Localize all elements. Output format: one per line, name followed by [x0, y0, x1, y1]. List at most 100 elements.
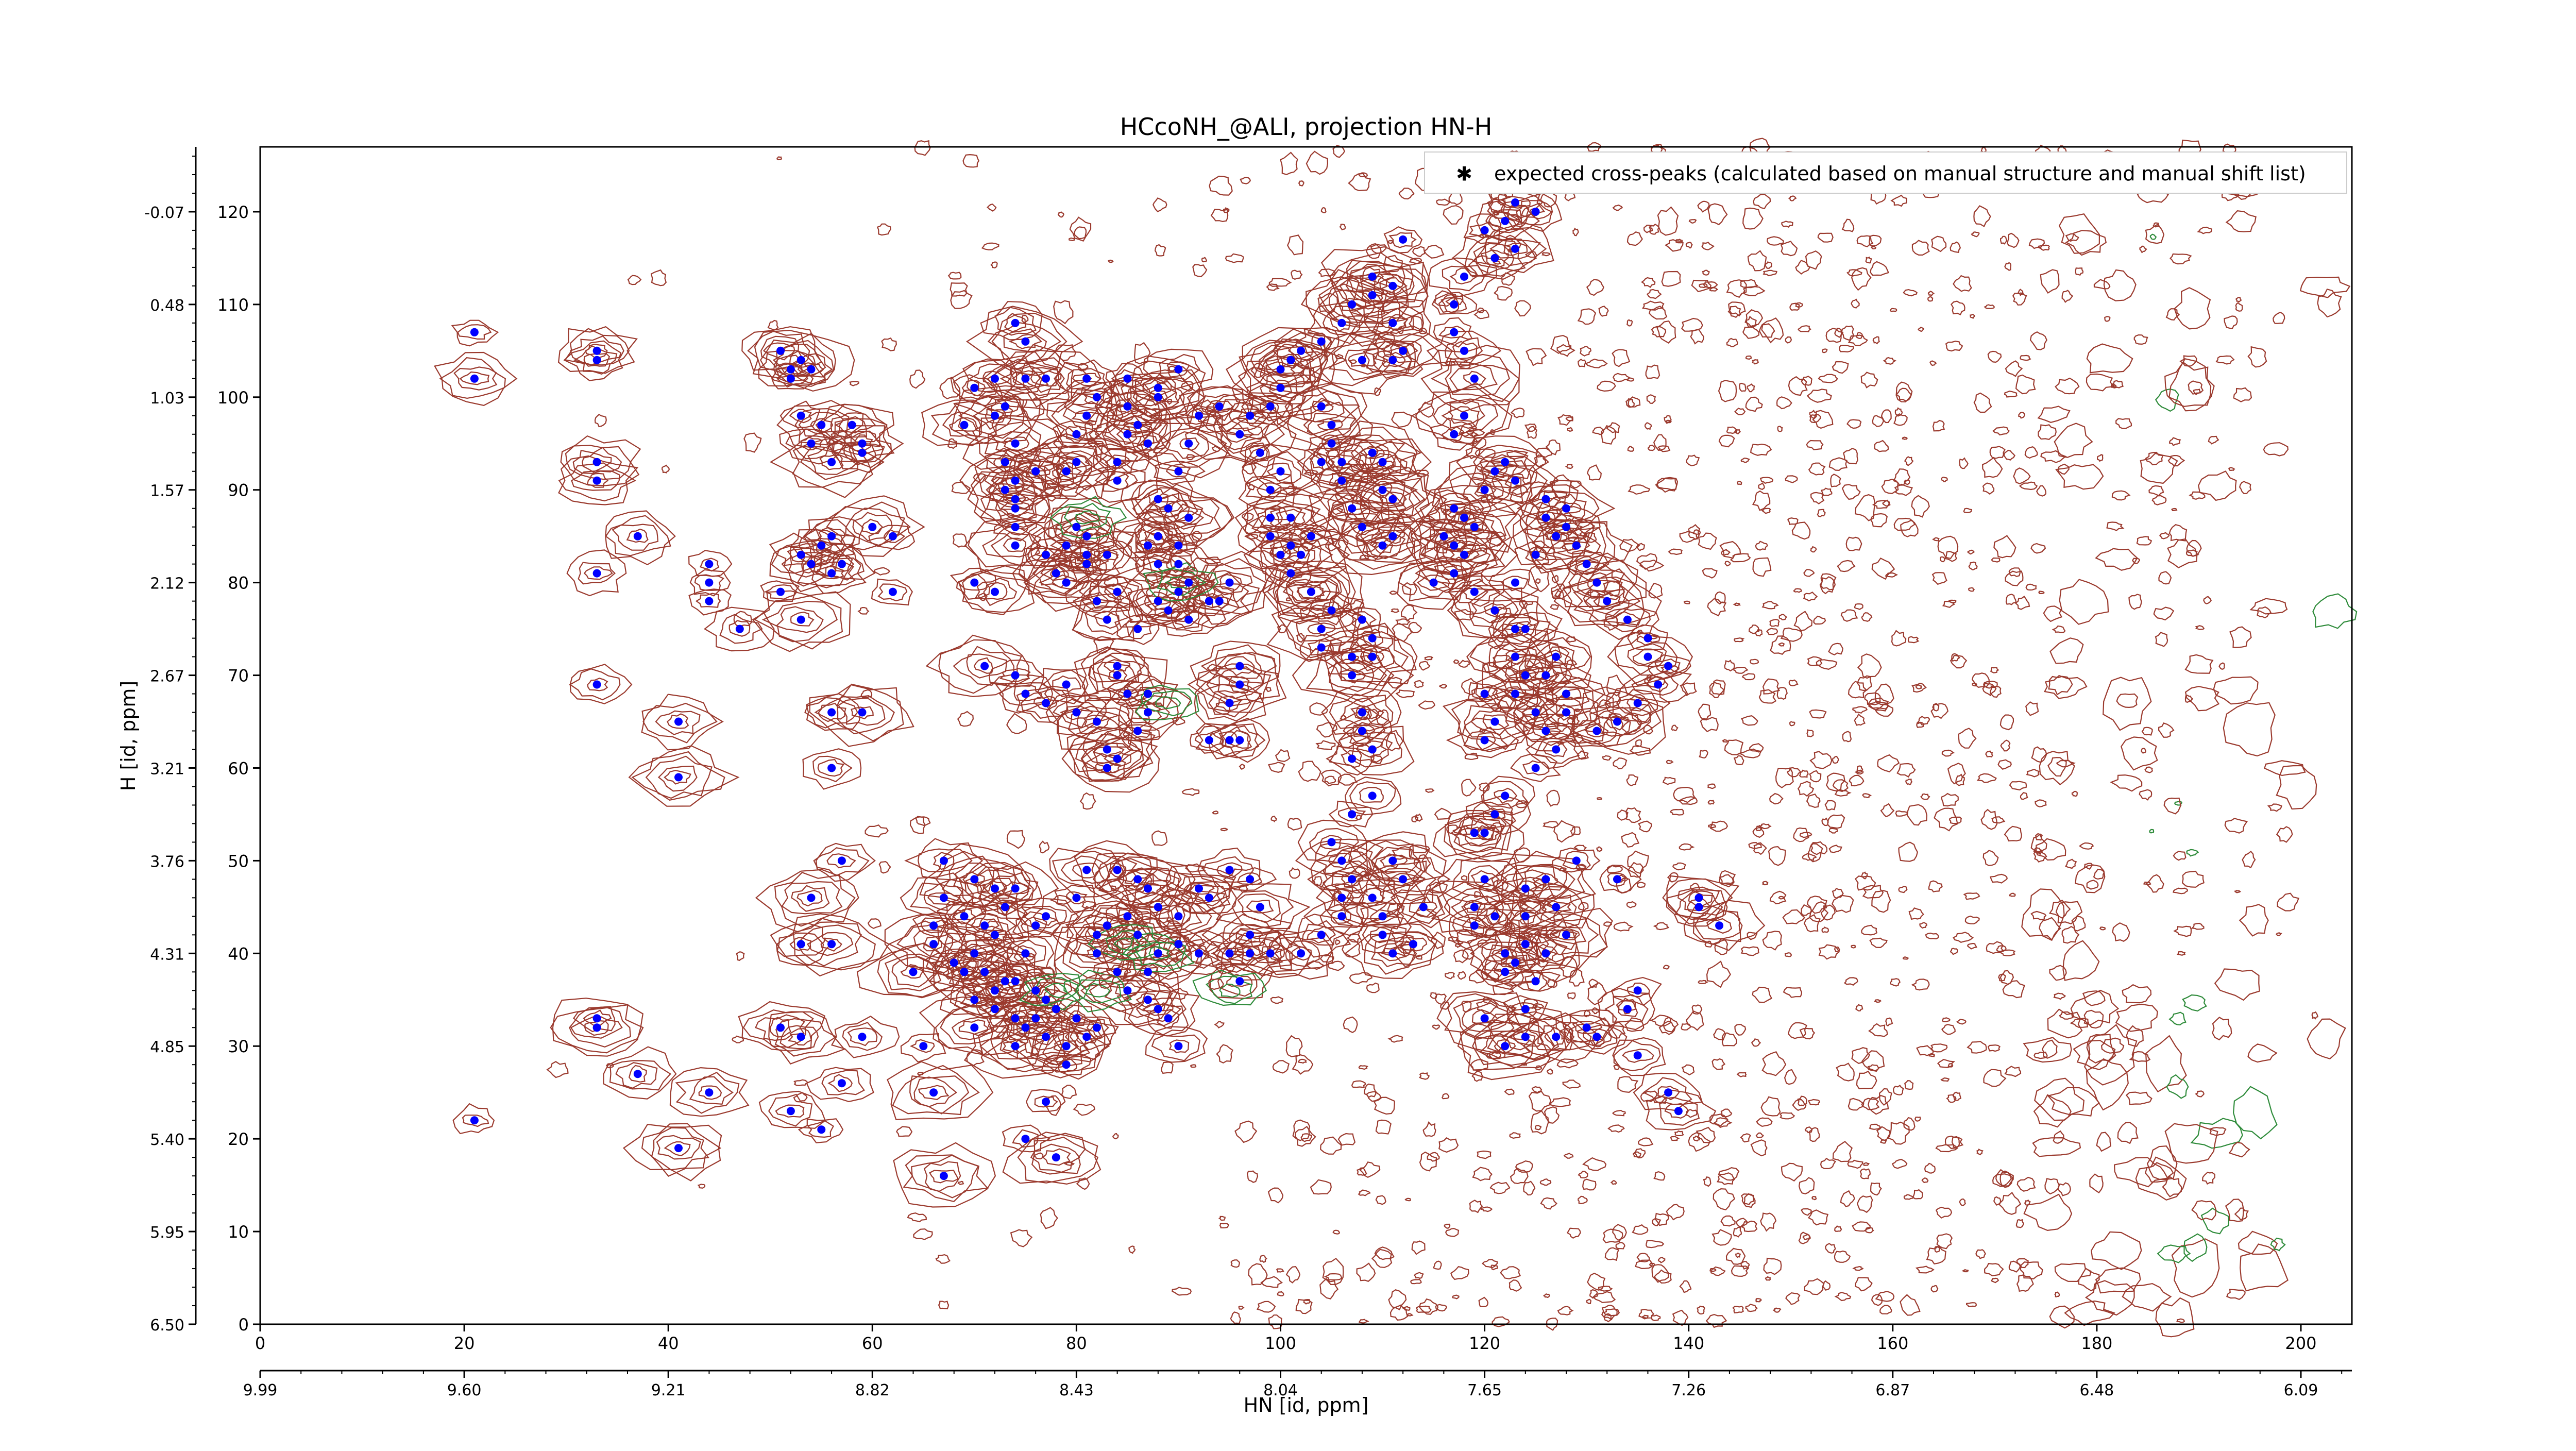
- contour-line: [1307, 850, 1393, 906]
- contour-line: [1940, 1077, 1950, 1082]
- contour-line: [2004, 1066, 2022, 1077]
- peak-marker: [1184, 578, 1193, 587]
- peak-marker: [1368, 791, 1377, 800]
- contour-line: [951, 1017, 992, 1040]
- contour-line: [1927, 296, 1934, 302]
- contour-line: [1411, 815, 1419, 823]
- contour-line: [840, 430, 884, 455]
- contour-line: [1230, 1259, 1240, 1268]
- contour-line: [1472, 444, 1538, 480]
- contour-line: [1645, 422, 1652, 430]
- contour-layer: [434, 138, 2358, 1338]
- contour-line: [1096, 383, 1161, 426]
- contour-line: [2086, 880, 2099, 890]
- contour-line: [1860, 372, 1878, 389]
- contour-line: [1607, 631, 1693, 686]
- contour-line: [1438, 1137, 1459, 1153]
- peak-marker: [1093, 931, 1101, 939]
- contour-line: [842, 1022, 883, 1051]
- contour-line: [1056, 465, 1063, 470]
- contour-line: [1867, 697, 1889, 710]
- contour-line: [1705, 1313, 1727, 1328]
- contour-line: [1113, 937, 1141, 951]
- contour-line: [1279, 564, 1304, 583]
- contour-line: [1982, 850, 1999, 866]
- contour-line: [1361, 628, 1384, 647]
- contour-line: [1351, 736, 1393, 763]
- y-axis-label: H [id, ppm]: [117, 681, 140, 791]
- contour-line: [2139, 245, 2147, 254]
- contour-line: [1066, 714, 1156, 782]
- contour-line: [1012, 441, 1116, 500]
- contour-line: [1003, 537, 1026, 552]
- contour-line: [1442, 264, 1485, 292]
- contour-line: [2086, 343, 2133, 374]
- contour-line: [1142, 1003, 1174, 1016]
- contour-line: [558, 462, 636, 502]
- peak-marker: [1052, 1005, 1060, 1014]
- contour-line: [1622, 1049, 1654, 1063]
- peak-marker: [1174, 912, 1183, 921]
- contour-line: [2276, 932, 2282, 937]
- contour-line: [1089, 973, 1161, 1013]
- contour-line: [785, 428, 831, 460]
- contour-line: [2095, 548, 2138, 571]
- peak-marker: [1246, 931, 1255, 939]
- contour-line: [1468, 969, 1489, 984]
- contour-line: [1366, 1091, 1381, 1102]
- peak-marker: [1297, 550, 1306, 559]
- contour-line: [1736, 1218, 1748, 1228]
- peak-marker: [1235, 430, 1244, 438]
- contour-line: [1881, 479, 1899, 494]
- peak-marker: [1011, 318, 1020, 327]
- contour-line: [1411, 1240, 1426, 1255]
- contour-line: [2122, 984, 2152, 1004]
- contour-line: [1135, 882, 1161, 895]
- x-ppm-tick-label: 8.04: [1263, 1381, 1298, 1399]
- contour-line: [1521, 203, 1553, 220]
- contour-line: [1238, 362, 1313, 415]
- contour-line: [1163, 920, 1183, 935]
- legend-label: expected cross-peaks (calculated based o…: [1494, 162, 2306, 185]
- contour-line: [1449, 364, 1498, 391]
- contour-line: [951, 481, 971, 494]
- contour-line: [1990, 1277, 1999, 1284]
- peak-marker: [1082, 374, 1091, 383]
- contour-line: [909, 816, 926, 834]
- peak-marker: [1490, 606, 1499, 615]
- contour-line: [1309, 702, 1328, 716]
- peak-marker: [919, 1042, 928, 1051]
- contour-line: [1476, 999, 1498, 1015]
- contour-line: [1501, 576, 1529, 592]
- peak-marker: [1174, 560, 1183, 568]
- peak-marker: [1062, 680, 1071, 689]
- contour-line: [1394, 942, 1412, 957]
- contour-line: [761, 600, 838, 643]
- contour-line: [1976, 773, 1997, 783]
- contour-line: [1356, 473, 1405, 504]
- contour-line: [1207, 664, 1225, 672]
- contour-line: [1744, 309, 1764, 328]
- contour-line: [963, 1015, 1066, 1079]
- peak-marker: [1490, 810, 1499, 819]
- contour-line: [1583, 1009, 1591, 1018]
- contour-line: [1973, 205, 1991, 227]
- contour-line: [1372, 331, 1396, 349]
- contour-line: [1797, 325, 1812, 332]
- contour-line: [1571, 686, 1666, 755]
- contour-line: [1607, 1124, 1625, 1133]
- contour-line: [1559, 1027, 1573, 1041]
- y-tick-label: 110: [217, 295, 249, 315]
- peak-marker: [1378, 912, 1387, 921]
- contour-line: [1219, 1223, 1229, 1229]
- contour-line: [1610, 1180, 1617, 1185]
- peak-marker: [858, 439, 867, 448]
- contour-line: [1801, 1208, 1812, 1216]
- contour-line: [1911, 682, 1927, 693]
- peak-marker: [1195, 949, 1203, 958]
- contour-line: [2025, 583, 2037, 591]
- contour-line: [1076, 710, 1120, 735]
- contour-line: [1633, 1072, 1703, 1111]
- contour-line: [1589, 1289, 1599, 1299]
- peak-marker: [1031, 921, 1040, 930]
